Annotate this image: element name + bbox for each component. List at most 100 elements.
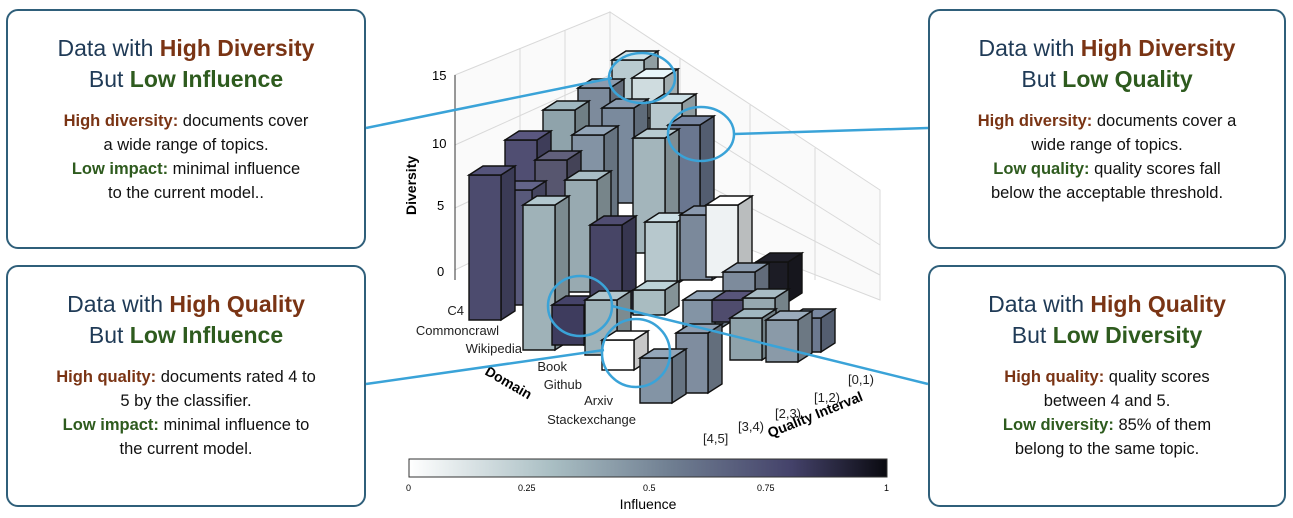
bar-top (575, 78, 627, 89)
bar-front (534, 159, 568, 261)
bar-top (740, 288, 792, 299)
z-tick: 5 (437, 198, 444, 213)
bar-front (571, 134, 605, 246)
bar-top (680, 290, 732, 301)
bar-side (643, 49, 659, 134)
bar-side (603, 124, 619, 247)
key-label: High quality: (1004, 368, 1105, 386)
bar-front (542, 109, 576, 201)
domain-axis-label: Domain (483, 363, 535, 403)
bar-side (797, 309, 813, 364)
bar-front (564, 179, 598, 293)
card-title: Data with High Diversity But Low Influen… (8, 33, 364, 95)
bar-side (554, 194, 570, 352)
bar-front (649, 102, 683, 164)
bar-front (584, 299, 618, 356)
bar-top (532, 150, 584, 161)
back-grid (454, 11, 881, 301)
title-highlight: Low Influence (129, 66, 284, 92)
quality-tick: [1,2) (814, 390, 840, 405)
card-title: Data with High Quality But Low Diversity (930, 289, 1284, 351)
card-high-diversity-low-quality: Data with High Diversity But Low Quality… (928, 9, 1286, 249)
body-text: quality scores (1104, 368, 1210, 386)
bar-front (589, 224, 623, 321)
bar-side (633, 97, 649, 205)
bar-top (637, 348, 689, 359)
bar-top (630, 128, 682, 139)
bar-front (639, 357, 673, 404)
bar-side (711, 204, 727, 282)
z-tick: 0 (437, 264, 444, 279)
bar-top (647, 93, 699, 104)
key-label: Low quality: (993, 160, 1090, 178)
colorbar-tick: 0.75 (757, 483, 775, 493)
bar-side (774, 287, 790, 333)
bar-top (642, 212, 694, 223)
card-body: High quality: quality scores between 4 a… (930, 365, 1284, 461)
bar-top (520, 195, 572, 206)
bar-top (677, 205, 729, 216)
bar-front (711, 299, 745, 323)
bar-top (709, 290, 761, 301)
domain-ticks: C4 Commoncrawl Wikipedia Book Github Arx… (416, 303, 636, 427)
bar-front (679, 214, 713, 281)
bar-side (664, 127, 680, 255)
card-high-diversity-low-influence: Data with High Diversity But Low Influen… (6, 9, 366, 249)
body-text: wide range of topics. (1031, 136, 1183, 154)
body-text: quality scores fall (1089, 160, 1221, 178)
bar-side (714, 289, 730, 334)
card-title: Data with High Quality But Low Influence (8, 289, 364, 351)
quality-tick: [3,4) (738, 419, 764, 434)
title-highlight: Low Influence (129, 322, 284, 348)
title-prefix: Data with (978, 35, 1081, 61)
body-text: 5 by the classifier. (120, 392, 252, 410)
callout-circle (600, 317, 672, 389)
bar-side (737, 194, 753, 279)
title-mid: But (1011, 322, 1053, 348)
bar-front (705, 204, 739, 278)
bar-top (599, 330, 651, 341)
bar-front (611, 59, 645, 133)
quality-tick: [0,1) (848, 372, 874, 387)
title-mid: But (88, 322, 130, 348)
bar-top (630, 280, 682, 291)
bar-top (629, 68, 681, 79)
z-tick: 15 (432, 68, 446, 83)
domain-tick: C4 (447, 303, 464, 318)
card-body: High diversity: documents cover a wide r… (930, 109, 1284, 205)
domain-tick: Wikipedia (466, 341, 523, 356)
quality-tick: [2,3) (775, 406, 801, 421)
bar-front (499, 189, 533, 306)
body-text: 85% of them (1113, 416, 1212, 434)
body-text: documents cover (178, 112, 309, 130)
bar-side (663, 67, 679, 120)
domain-tick: Commoncrawl (416, 323, 499, 338)
colorbar: 0 0.25 0.5 0.75 1 Influence (406, 458, 889, 512)
bar-side (671, 347, 687, 405)
domain-tick: Stackexchange (547, 412, 636, 427)
callout-circle (607, 51, 677, 105)
callouts (365, 51, 929, 389)
bar-side (633, 329, 649, 372)
bar-side (566, 149, 582, 262)
card-body: High diversity: documents cover a wide r… (8, 109, 364, 205)
body-text: the current model. (119, 440, 253, 458)
body-text: between 4 and 5. (1043, 392, 1171, 410)
title-mid: But (1021, 66, 1063, 92)
bar-top (569, 125, 621, 136)
quality-tick: [4,5] (703, 431, 728, 446)
bar-side (761, 307, 777, 362)
body-text: belong to the same topic. (1014, 440, 1200, 458)
bar-front (755, 261, 789, 303)
bar-front (729, 317, 763, 361)
bar-side (664, 279, 680, 317)
bar-side (707, 322, 723, 395)
bar-side (820, 307, 836, 354)
bar-top (720, 262, 772, 273)
colorbar-tick: 0.5 (643, 483, 656, 493)
bar-front (601, 339, 635, 371)
bar-front (675, 332, 709, 394)
bar-top (599, 98, 651, 109)
key-label: Low diversity: (1002, 416, 1114, 434)
body-text: a wide range of topics. (103, 136, 269, 154)
